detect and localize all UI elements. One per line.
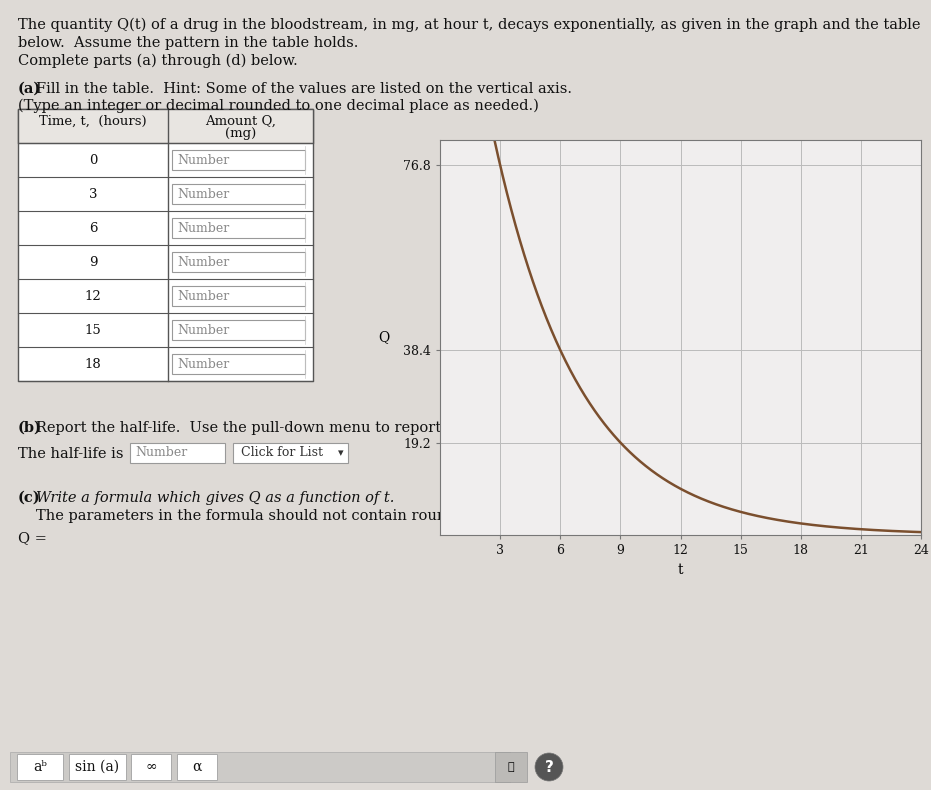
Text: Number: Number — [177, 323, 229, 337]
Bar — [18, 109, 313, 381]
Text: (c): (c) — [18, 491, 41, 505]
Text: Time, t,  (hours): Time, t, (hours) — [39, 115, 147, 127]
Text: ?: ? — [545, 759, 553, 774]
FancyBboxPatch shape — [172, 320, 305, 340]
Text: Number: Number — [177, 289, 229, 303]
Text: below.  Assume the pattern in the table holds.: below. Assume the pattern in the table h… — [18, 36, 358, 50]
Y-axis label: Q: Q — [378, 330, 389, 344]
Text: Fill in the table.  Hint: Some of the values are listed on the vertical axis.: Fill in the table. Hint: Some of the val… — [36, 82, 572, 96]
Text: Write a formula which gives Q as a function of t.: Write a formula which gives Q as a funct… — [36, 491, 395, 505]
Text: α: α — [193, 760, 202, 774]
Text: Report the half-life.  Use the pull-down menu to report the units.: Report the half-life. Use the pull-down … — [36, 421, 517, 435]
Text: (a): (a) — [18, 82, 41, 96]
Text: sin (a): sin (a) — [75, 760, 119, 774]
FancyBboxPatch shape — [172, 150, 305, 170]
FancyBboxPatch shape — [172, 184, 305, 204]
Text: 18: 18 — [85, 358, 101, 371]
FancyBboxPatch shape — [172, 252, 305, 272]
Text: ∞: ∞ — [145, 760, 156, 774]
Text: aᵇ: aᵇ — [34, 760, 47, 774]
FancyBboxPatch shape — [69, 754, 126, 780]
Text: Click for List: Click for List — [241, 446, 323, 460]
Text: 3: 3 — [88, 187, 97, 201]
Text: Number: Number — [177, 187, 229, 201]
Text: Complete parts (a) through (d) below.: Complete parts (a) through (d) below. — [18, 54, 298, 69]
FancyBboxPatch shape — [172, 354, 305, 374]
Text: (b): (b) — [18, 421, 42, 435]
Text: Number: Number — [177, 221, 229, 235]
Text: 15: 15 — [85, 323, 101, 337]
FancyBboxPatch shape — [233, 443, 348, 463]
FancyBboxPatch shape — [17, 754, 63, 780]
Bar — [495, 752, 527, 782]
Bar — [18, 109, 313, 143]
Text: Number: Number — [177, 358, 229, 371]
Text: (mg): (mg) — [225, 127, 256, 141]
Text: 9: 9 — [88, 255, 97, 269]
Text: ▾: ▾ — [338, 448, 344, 458]
X-axis label: t: t — [678, 562, 683, 577]
Text: Number: Number — [177, 255, 229, 269]
FancyBboxPatch shape — [131, 754, 171, 780]
FancyBboxPatch shape — [172, 286, 305, 306]
Text: ⬛: ⬛ — [507, 762, 514, 772]
Text: Number: Number — [135, 446, 187, 460]
Text: 6: 6 — [88, 221, 97, 235]
Text: The parameters in the formula should not contain rounded values.  Include 0.5 as: The parameters in the formula should not… — [36, 509, 836, 523]
Text: Amount Q,: Amount Q, — [205, 115, 276, 127]
Text: The half-life is: The half-life is — [18, 447, 124, 461]
Text: The quantity Q(t) of a drug in the bloodstream, in mg, at hour t, decays exponen: The quantity Q(t) of a drug in the blood… — [18, 18, 921, 32]
Text: Q =: Q = — [18, 531, 47, 545]
Text: Number: Number — [177, 153, 229, 167]
FancyBboxPatch shape — [130, 443, 225, 463]
Text: 0: 0 — [88, 153, 97, 167]
Text: (Type an integer or decimal rounded to one decimal place as needed.): (Type an integer or decimal rounded to o… — [18, 99, 539, 114]
FancyBboxPatch shape — [172, 218, 305, 238]
Text: 12: 12 — [85, 289, 101, 303]
Bar — [10, 752, 510, 782]
Circle shape — [535, 753, 563, 781]
FancyBboxPatch shape — [177, 754, 217, 780]
